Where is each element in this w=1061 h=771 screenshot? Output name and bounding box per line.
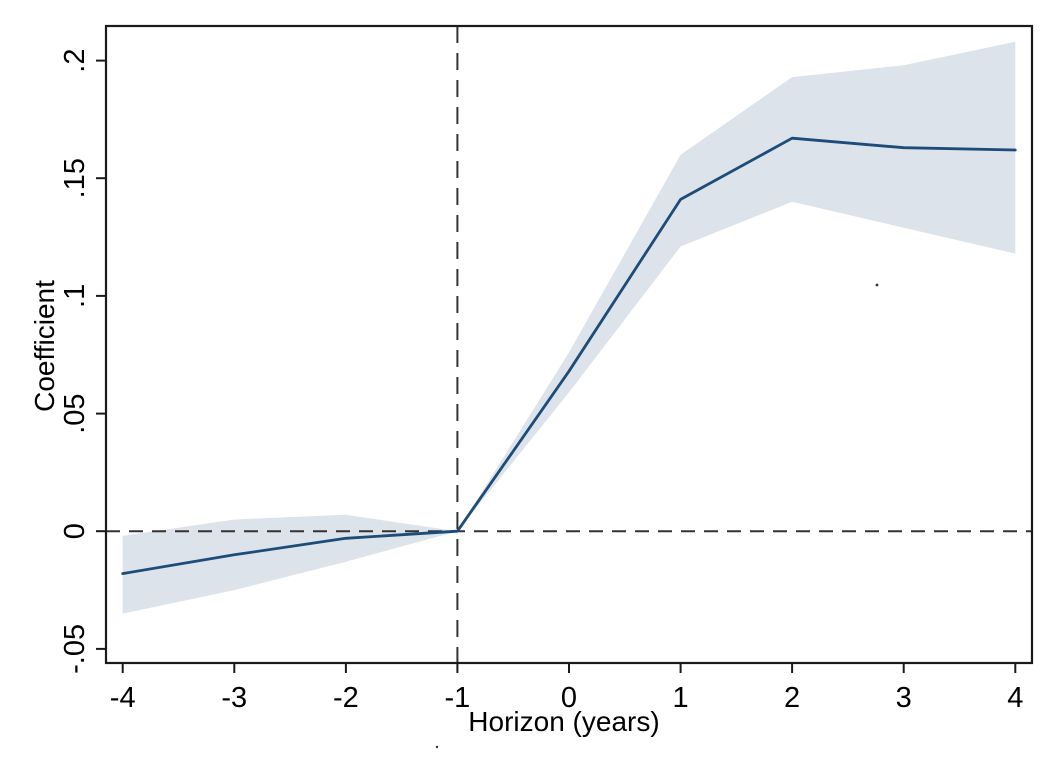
y-axis-title: Coefficient xyxy=(29,280,60,412)
stray-dot-1 xyxy=(875,283,879,287)
x-axis: -4 -3 -2 -1 0 1 2 3 4 xyxy=(110,663,1023,714)
x-tick-label: -2 xyxy=(333,682,359,714)
y-tick-label: 0 xyxy=(59,523,91,539)
x-axis-title: Horizon (years) xyxy=(468,706,659,737)
x-tick-label: -3 xyxy=(221,682,247,714)
confidence-band xyxy=(122,41,1016,614)
y-tick-label: .2 xyxy=(59,49,91,73)
x-tick-label: 4 xyxy=(1007,682,1023,714)
x-tick-label: 0 xyxy=(561,682,577,714)
x-tick-label: 2 xyxy=(784,682,800,714)
y-axis: -.05 0 .05 .1 .15 .2 xyxy=(59,49,106,674)
stray-dot-2 xyxy=(435,745,439,749)
y-tick-label: .05 xyxy=(59,393,91,433)
x-tick-label: 1 xyxy=(673,682,689,714)
x-tick-label: 3 xyxy=(896,682,912,714)
y-tick-label: .1 xyxy=(59,284,91,308)
y-tick-label: .15 xyxy=(59,158,91,198)
coefficient-line xyxy=(121,136,1017,575)
x-tick-label: -4 xyxy=(110,682,136,714)
y-tick-label: -.05 xyxy=(59,624,91,674)
x-tick-label: -1 xyxy=(445,682,471,714)
